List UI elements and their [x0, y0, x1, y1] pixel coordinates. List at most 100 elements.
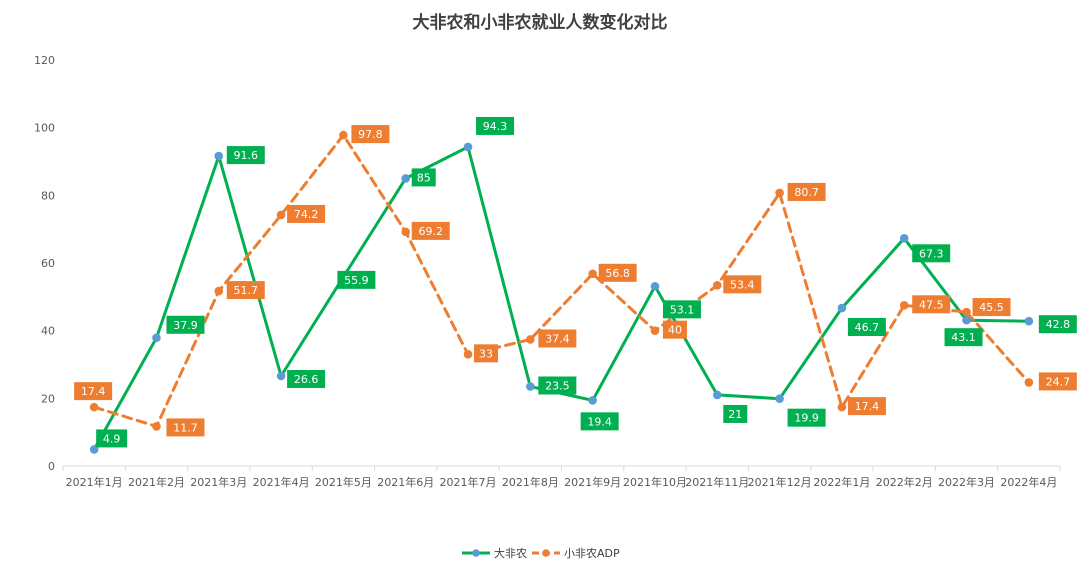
nonfarm-point: [899, 234, 909, 243]
nonfarm-data-label: 23.5: [545, 379, 570, 392]
nonfarm-label-box: [944, 328, 983, 347]
adp-label-box: [972, 298, 1011, 317]
legend-label-nonfarm: 大非农: [494, 546, 527, 560]
adp-data-label: 47.5: [919, 298, 944, 311]
adp-label-box: [226, 281, 265, 300]
nonfarm-data-label: 91.6: [234, 149, 259, 162]
nonfarm-data-label: 42.8: [1046, 318, 1071, 331]
nonfarm-point: [152, 333, 161, 343]
nonfarm-point: [650, 282, 660, 291]
x-tick-label: 2021年6月: [377, 475, 434, 489]
adp-point: [214, 286, 224, 296]
nonfarm-point: [962, 315, 971, 325]
y-tick-label: 80: [41, 189, 55, 202]
x-tick-label: 2021年5月: [315, 475, 372, 489]
legend-label-adp: 小非农ADP: [564, 546, 620, 560]
adp-label-box: [1038, 372, 1077, 391]
x-tick-label: 2021年3月: [190, 475, 247, 489]
adp-label-box: [912, 295, 951, 314]
nonfarm-data-label: 94.3: [483, 120, 508, 133]
adp-data-label: 53.4: [730, 278, 755, 291]
adp-point: [152, 422, 161, 431]
adp-data-label: 24.7: [1046, 375, 1071, 388]
adp-point: [526, 335, 535, 344]
nonfarm-label-box: [723, 404, 748, 423]
nonfarm-point: [588, 396, 597, 405]
adp-label-box: [598, 263, 637, 282]
adp-point: [1024, 378, 1034, 387]
legend-marker-nonfarm: [472, 549, 480, 557]
adp-point: [89, 402, 99, 412]
nonfarm-label-box: [96, 429, 128, 448]
nonfarm-data-label: 19.4: [587, 415, 612, 428]
y-tick-label: 100: [34, 122, 55, 135]
data-labels: 4.9 37.9 91.6 26.6 55.9 85 94.3 23.5 19.4 53.1 21 1…: [74, 116, 1077, 448]
nonfarm-data-label: 19.9: [794, 412, 819, 425]
legend-marker-adp: [542, 549, 550, 557]
x-tick-label: 2021年12月: [748, 475, 812, 489]
y-axis-ticks: 0 20 40 60 80 100 120: [34, 54, 55, 473]
nonfarm-label-box: [1038, 315, 1077, 334]
x-tick-label: 2021年9月: [564, 475, 621, 489]
adp-label-box: [662, 320, 687, 339]
series-line-adp: [92, 133, 1031, 428]
x-tick-label: 2022年1月: [813, 475, 870, 489]
adp-data-label: 37.4: [545, 332, 570, 345]
nonfarm-data-label: 46.7: [855, 321, 880, 334]
adp-point: [962, 307, 971, 317]
nonfarm-label-box: [226, 146, 265, 165]
x-axis: 2021年1月 2021年2月 2021年3月 2021年4月 2021年5月 2021年…: [62, 465, 1061, 489]
adp-data-label: 40: [668, 324, 682, 337]
x-tick-label: 2021年7月: [440, 475, 497, 489]
nonfarm-label-box: [476, 116, 515, 135]
nonfarm-label-box: [912, 244, 951, 263]
adp-data-label: 56.8: [605, 267, 630, 280]
nonfarm-data-label: 37.9: [173, 319, 198, 332]
adp-label-box: [787, 182, 826, 201]
x-tick-label: 2021年2月: [128, 475, 185, 489]
adp-label-box: [538, 329, 577, 348]
x-tick-label: 2021年8月: [502, 475, 559, 489]
nonfarm-data-label: 21: [728, 408, 742, 421]
adp-point: [401, 227, 411, 237]
adp-data-label: 33: [479, 347, 493, 360]
legend: 大非农 小非农ADP: [462, 546, 620, 560]
adp-point: [339, 130, 348, 140]
x-tick-label: 2021年1月: [66, 475, 123, 489]
adp-data-label: 45.5: [979, 301, 1004, 314]
x-tick-label: 2022年3月: [938, 475, 995, 489]
nonfarm-data-label: 43.1: [951, 331, 976, 344]
nonfarm-point: [526, 382, 535, 391]
nonfarm-point: [712, 390, 722, 400]
nonfarm-point: [775, 394, 784, 403]
adp-label-box: [723, 275, 762, 294]
adp-data-label: 11.7: [173, 421, 198, 434]
y-tick-label: 120: [34, 54, 55, 67]
adp-point: [276, 210, 286, 220]
adp-label-box: [74, 382, 113, 401]
nonfarm-point: [1024, 316, 1034, 326]
nonfarm-point: [276, 371, 286, 381]
chart-title: 大非农和小非农就业人数变化对比: [413, 12, 668, 33]
adp-data-label: 51.7: [234, 284, 259, 297]
nonfarm-label-box: [580, 412, 619, 431]
nonfarm-data-label: 53.1: [670, 303, 695, 316]
x-tick-label: 2021年11月: [685, 475, 749, 489]
x-tick-label: 2022年2月: [876, 475, 933, 489]
adp-label-box: [166, 418, 205, 437]
y-tick-label: 20: [41, 392, 55, 405]
nonfarm-point: [89, 445, 99, 454]
nonfarm-label-box: [847, 317, 886, 336]
adp-data-label: 17.4: [855, 400, 880, 413]
adp-data-label: 69.2: [418, 225, 443, 238]
nonfarm-label-box: [787, 408, 826, 427]
nonfarm-point: [214, 151, 224, 161]
adp-point: [899, 300, 909, 310]
adp-data-label: 97.8: [358, 128, 383, 141]
nonfarm-data-label: 4.9: [103, 432, 121, 445]
y-tick-label: 60: [41, 257, 55, 270]
nonfarm-label-box: [411, 168, 436, 187]
